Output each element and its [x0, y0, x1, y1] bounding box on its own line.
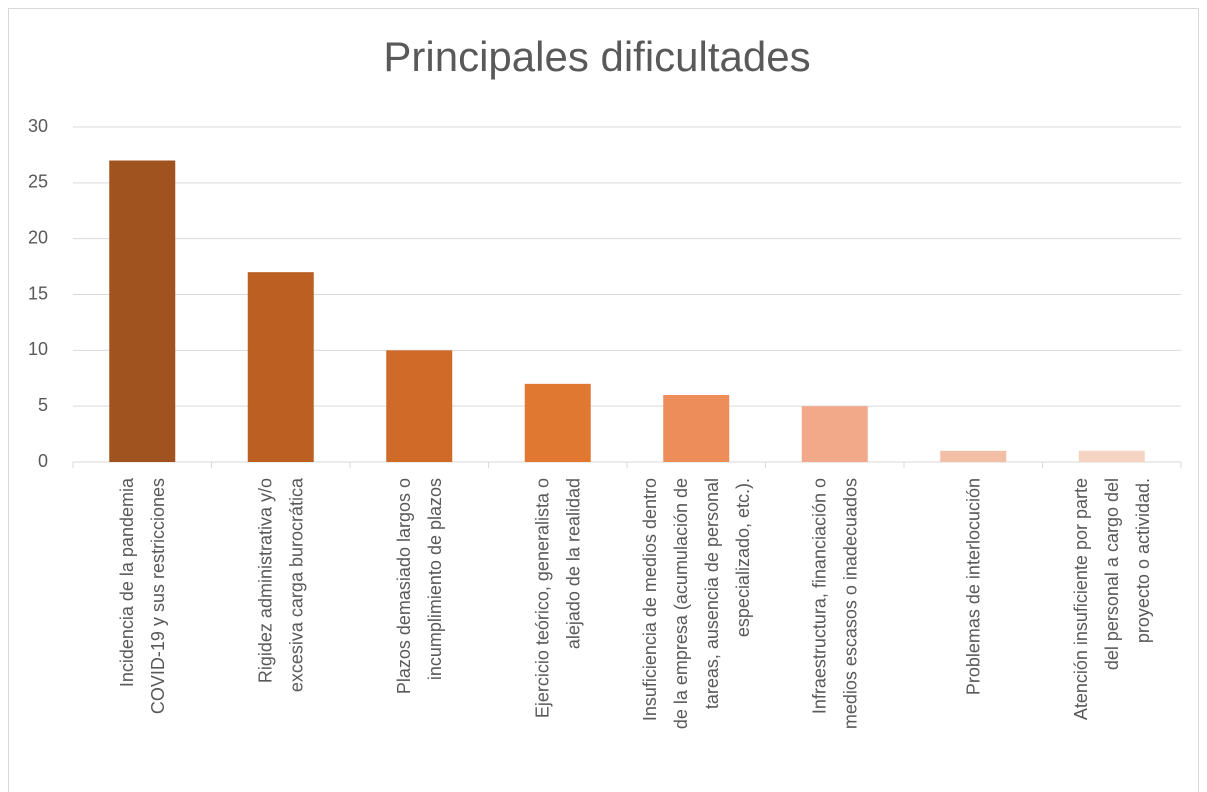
bar: [247, 272, 314, 462]
y-tick-label: 30: [28, 116, 48, 136]
y-tick-label: 10: [28, 339, 48, 359]
bar: [663, 395, 730, 462]
x-tick-label: Rigidez administrativa y/o excesiva carga…: [255, 477, 306, 692]
x-tick-label: Plazos demasiado largos o incumplimiento …: [394, 478, 445, 694]
x-tick-label: Ejercicio teórico, generalista o alejado …: [532, 478, 583, 718]
bar: [524, 383, 591, 462]
chart-title: Principales dificultades: [383, 33, 810, 80]
chart-border: [8, 8, 1199, 792]
x-tick-label: Atención insuficiente por parte del perso…: [1071, 478, 1153, 720]
bar: [109, 160, 176, 462]
x-tick-label: Infraestructura, financiación o medios es…: [809, 478, 860, 729]
bar: [386, 350, 453, 462]
y-tick-label: 5: [38, 395, 48, 415]
bar: [940, 450, 1007, 462]
y-tick-label: 25: [28, 172, 48, 192]
y-tick-label: 15: [28, 283, 48, 303]
bar: [801, 406, 868, 462]
y-tick-label: 0: [38, 451, 48, 471]
x-tick-label: Problemas de interlocución: [963, 478, 983, 695]
y-tick-label: 20: [28, 227, 48, 247]
bar: [1078, 450, 1145, 462]
x-tick-label: Insuficiencia de medios dentro de la empr…: [640, 478, 753, 729]
x-tick-label: Incidencia de la pandemia COVID-19 y sus …: [117, 477, 168, 714]
